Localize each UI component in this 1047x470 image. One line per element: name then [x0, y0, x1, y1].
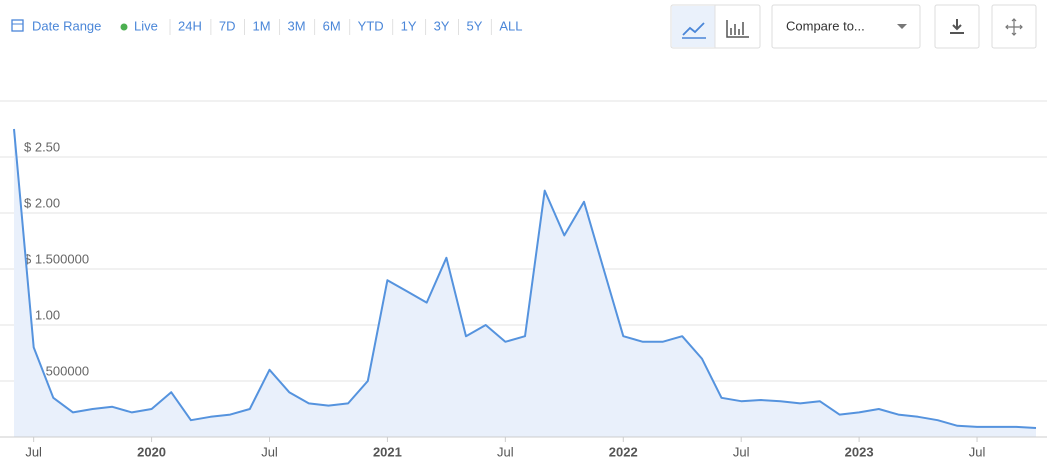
range-button[interactable]: ALL [499, 18, 522, 33]
compare-label: Compare to... [786, 18, 865, 33]
x-tick-label: 2022 [609, 444, 638, 459]
x-tick-label: Jul [497, 444, 514, 459]
y-tick-label: $ 1.500000 [24, 251, 89, 266]
range-button[interactable]: 1M [252, 18, 270, 33]
range-button[interactable]: 5Y [466, 18, 482, 33]
line-chart-button[interactable] [672, 6, 715, 47]
move-icon [1005, 18, 1023, 36]
x-tick-label: Jul [969, 444, 986, 459]
compare-select[interactable] [771, 4, 921, 49]
range-button[interactable]: 24H [178, 18, 202, 33]
x-tick-label: 2020 [137, 444, 166, 459]
live-button[interactable]: Live [134, 18, 158, 33]
download-icon [950, 19, 964, 34]
x-tick-label: Jul [25, 444, 42, 459]
x-tick-label: Jul [261, 444, 278, 459]
line-icon [682, 22, 705, 36]
plot: $ 0.00$ 0.500000$ 1.00$ 1.500000$ 2.00$ … [0, 100, 1047, 459]
range-button[interactable]: 6M [323, 18, 341, 33]
toolbar: Date Range Live 24H 7D 1M 3M 6M YTD 1Y 3Y 5Y ALL … [11, 4, 1037, 49]
date-range-button[interactable]: Date Range [32, 18, 101, 33]
calendar-icon [11, 19, 24, 32]
x-tick-label: 2021 [373, 444, 402, 459]
bar-chart-button[interactable] [726, 20, 749, 38]
y-tick-label: $ 2.50 [24, 139, 60, 154]
range-button[interactable]: 3M [288, 18, 306, 33]
range-button[interactable]: 1Y [401, 18, 417, 33]
range-buttons: 24H 7D 1M 3M 6M YTD 1Y 3Y 5Y ALL [169, 18, 523, 35]
live-dot [120, 23, 128, 31]
area [14, 129, 1036, 437]
range-button[interactable]: YTD [358, 18, 384, 33]
dropdown-arrow [897, 24, 907, 29]
range-button[interactable]: 7D [219, 18, 236, 33]
line [13, 128, 1037, 429]
y-tick-label: $ 2.00 [24, 195, 60, 210]
y-tick-label: $ 1.00 [24, 307, 60, 322]
x-tick-label: 2023 [845, 444, 874, 459]
range-button[interactable]: 3Y [434, 18, 450, 33]
x-tick-label: Jul [733, 444, 750, 459]
